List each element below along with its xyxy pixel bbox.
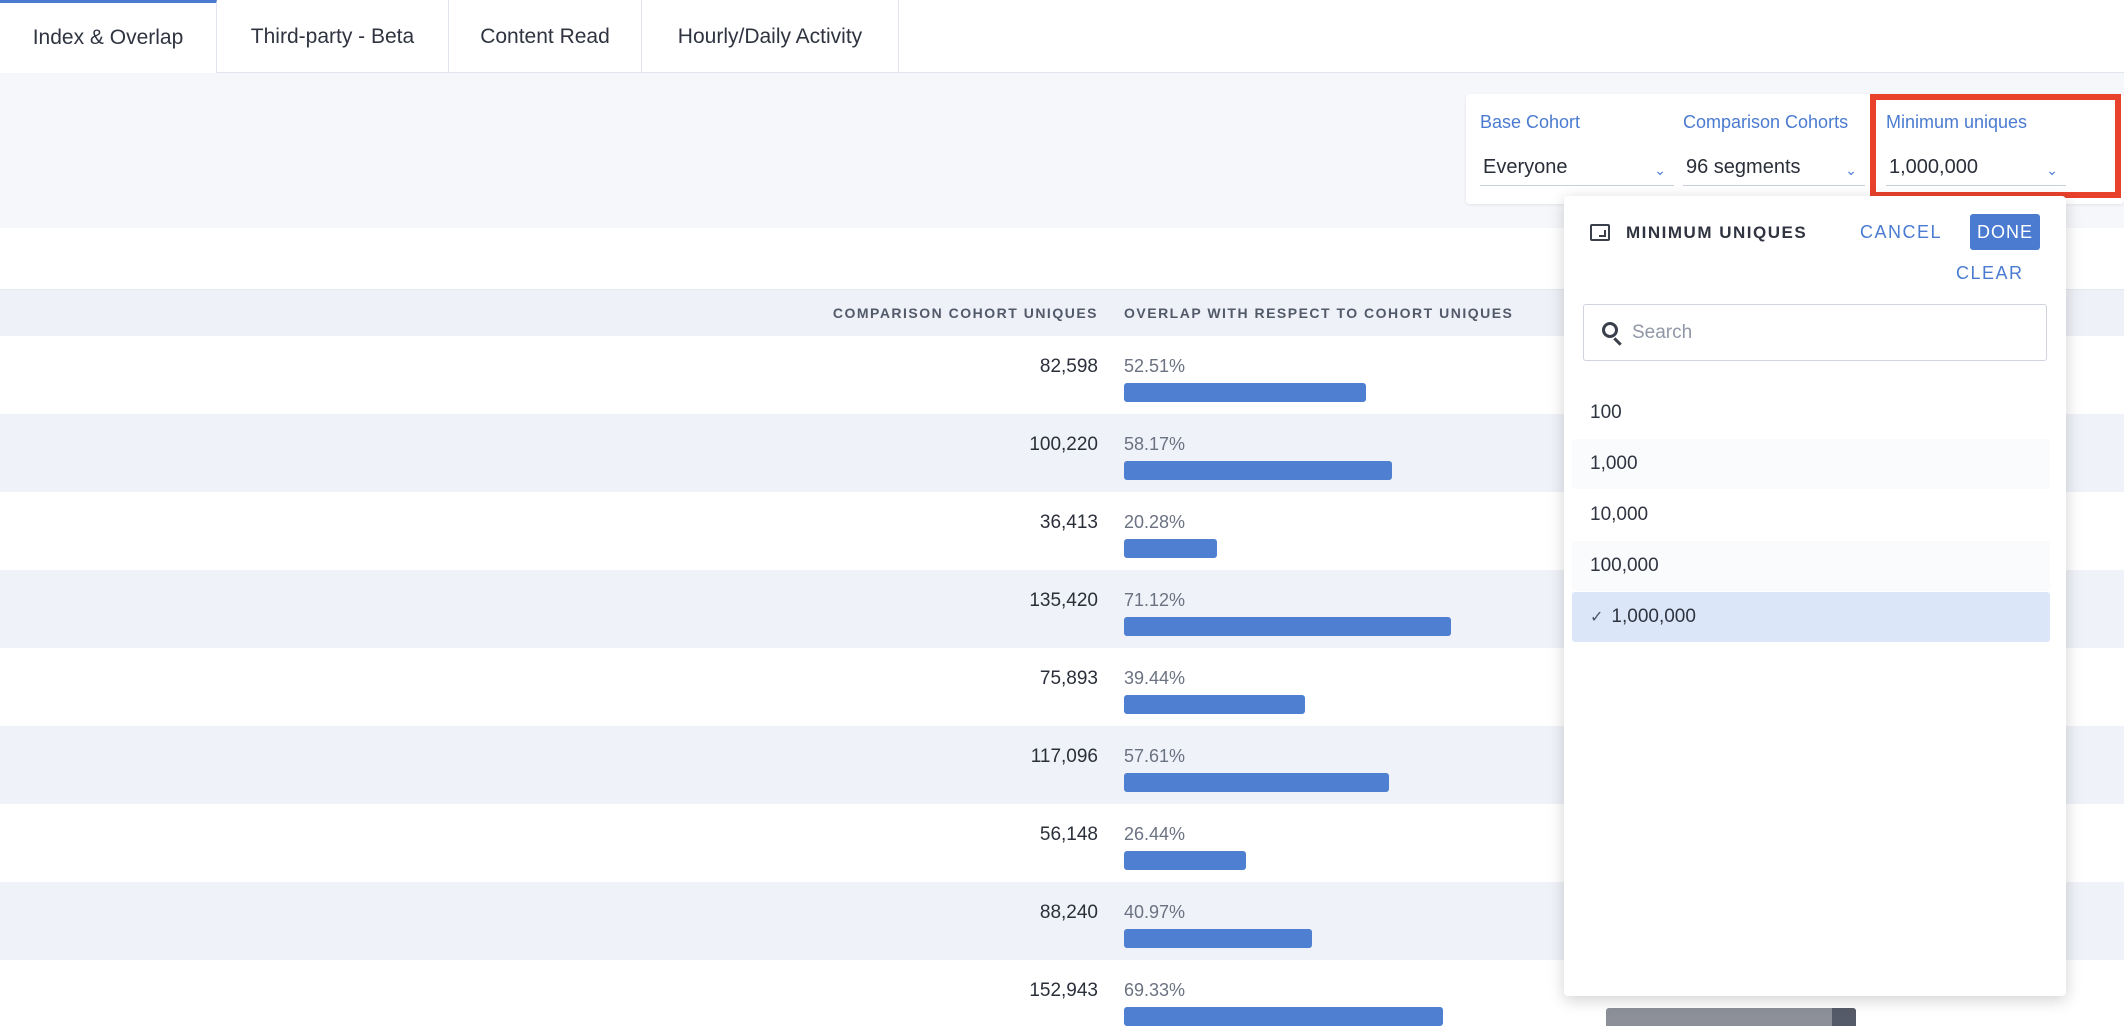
comparison-uniques-cell: 82,598 [1039, 356, 1098, 377]
table-row[interactable]: 36,413 20.28% [0, 492, 2124, 570]
overlap-bar [1124, 929, 1312, 948]
overlap-percent: 52.51% [1124, 356, 1186, 376]
overlap-bar [1124, 383, 1366, 402]
tab-content-read[interactable]: Content Read [449, 0, 642, 73]
overlap-bar [1124, 773, 1389, 792]
overlap-bar [1124, 1007, 1443, 1026]
overlap-bar [1124, 851, 1246, 870]
filter-box-icon [1590, 224, 1610, 241]
overlap-percent: 40.97% [1124, 902, 1186, 922]
tab-bar: Index & Overlap Third-party - Beta Conte… [0, 0, 2124, 73]
option-item[interactable]: 1,000 [1572, 439, 2050, 489]
minimum-uniques-select[interactable]: 1,000,000 ⌄ [1886, 150, 2066, 186]
option-label: 100,000 [1590, 555, 1659, 576]
option-item[interactable]: 10,000 [1572, 490, 2050, 540]
option-item[interactable]: 100 [1572, 388, 2050, 438]
option-label: 100 [1590, 402, 1622, 423]
search-box [1583, 304, 2047, 361]
chevron-down-icon: ⌄ [1654, 162, 1666, 178]
index-bar [1606, 1008, 1856, 1026]
comparison-cohorts-select[interactable]: 96 segments ⌄ [1683, 150, 1865, 186]
option-label: 1,000,000 [1611, 606, 1696, 627]
tab-index-overlap[interactable]: Index & Overlap [0, 0, 217, 73]
filter-panel: Base Cohort Everyone ⌄ Comparison Cohort… [1466, 94, 2124, 204]
table-toolbar [0, 228, 2124, 290]
comparison-uniques-cell: 100,220 [1029, 434, 1098, 455]
overlap-percent: 71.12% [1124, 590, 1186, 610]
table-row[interactable]: 152,943 69.33% [0, 960, 2124, 1026]
base-cohort-select[interactable]: Everyone ⌄ [1480, 150, 1674, 186]
header-overlap[interactable]: OVERLAP WITH RESPECT TO COHORT UNIQUES [1124, 305, 1514, 321]
cancel-button[interactable]: CANCEL [1860, 222, 1943, 242]
search-icon [1602, 322, 1618, 338]
overlap-percent: 57.61% [1124, 746, 1186, 766]
option-item[interactable]: ✓ 1,000,000 [1572, 592, 2050, 642]
minimum-uniques-value: 1,000,000 [1889, 156, 1978, 178]
tab-hourly-daily-activity[interactable]: Hourly/Daily Activity [642, 0, 899, 73]
comparison-uniques-cell: 56,148 [1039, 824, 1098, 845]
overlap-bar [1124, 539, 1217, 558]
header-comparison-uniques[interactable]: COMPARISON COHORT UNIQUES [832, 305, 1098, 321]
overlap-percent: 58.17% [1124, 434, 1186, 454]
table-row[interactable]: 56,148 26.44% [0, 804, 2124, 882]
chevron-down-icon: ⌄ [1845, 162, 1857, 178]
minimum-uniques-dropdown: MINIMUM UNIQUES CANCEL DONE CLEAR 100 1,0… [1564, 196, 2066, 996]
overlap-bar [1124, 695, 1305, 714]
option-item[interactable]: 100,000 [1572, 541, 2050, 591]
overlap-percent: 20.28% [1124, 512, 1186, 532]
table-row[interactable]: 82,598 52.51% [0, 336, 2124, 414]
comparison-uniques-cell: 152,943 [1029, 980, 1098, 1001]
minimum-uniques-label: Minimum uniques [1886, 112, 2028, 132]
done-button[interactable]: DONE [1970, 214, 2040, 250]
comparison-uniques-cell: 117,096 [1030, 746, 1098, 767]
comparison-uniques-cell: 75,893 [1039, 668, 1098, 689]
comparison-uniques-cell: 36,413 [1039, 512, 1098, 533]
base-cohort-value: Everyone [1483, 156, 1568, 178]
index-bar-marker [1832, 1008, 1856, 1026]
tab-third-party-beta[interactable]: Third-party - Beta [217, 0, 449, 73]
overlap-bar [1124, 461, 1392, 480]
clear-button[interactable]: CLEAR [1956, 263, 2024, 283]
comparison-cohorts-label: Comparison Cohorts [1683, 112, 1849, 132]
search-input[interactable] [1632, 305, 2032, 360]
overlap-percent: 69.33% [1124, 980, 1186, 1000]
chevron-down-icon: ⌄ [2046, 162, 2058, 178]
overlap-bar [1124, 617, 1451, 636]
table-row[interactable]: 75,893 39.44% [0, 648, 2124, 726]
overlap-percent: 39.44% [1124, 668, 1186, 688]
dropdown-title: MINIMUM UNIQUES [1626, 223, 1808, 242]
comparison-cohorts-value: 96 segments [1686, 156, 1801, 178]
option-label: 1,000 [1590, 453, 1638, 474]
comparison-uniques-cell: 88,240 [1039, 902, 1098, 923]
base-cohort-label: Base Cohort [1480, 112, 1581, 132]
check-icon: ✓ [1590, 609, 1604, 626]
overlap-percent: 26.44% [1124, 824, 1186, 844]
option-label: 10,000 [1590, 504, 1649, 525]
comparison-uniques-cell: 135,420 [1029, 590, 1098, 611]
